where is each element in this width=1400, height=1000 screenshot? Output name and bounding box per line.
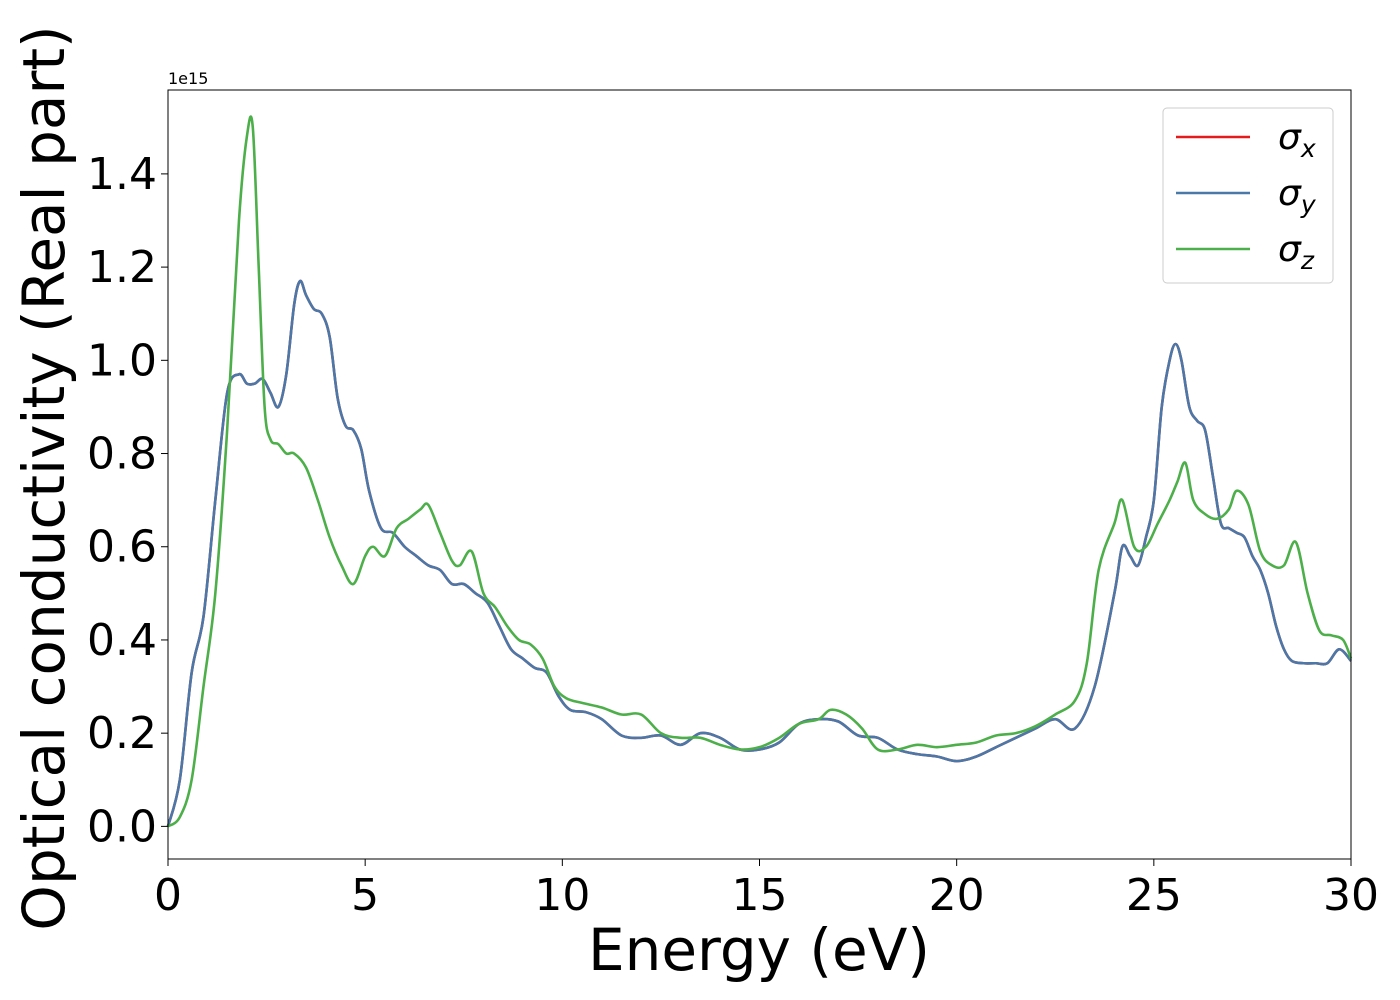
legend-label-x: σx [1278,117,1316,163]
x-tick-label: 25 [1126,870,1182,921]
x-tick-label: 5 [351,870,379,921]
y-tick-label: 1.2 [87,242,157,293]
y-tick-label: 0.6 [87,522,157,573]
legend-label-z: σz [1278,229,1315,275]
legend-label-symbol: σ [1278,229,1302,270]
y-tick-label: 1.0 [87,335,157,386]
series-line-z [167,115,1353,828]
x-tick-label: 0 [154,870,182,921]
x-axis: 0 5 10 15 20 25 30 [154,859,1379,921]
legend-box [1162,107,1334,284]
y-offset-label: 1e15 [168,69,208,88]
x-tick-label: 10 [534,870,590,921]
y-tick-label: 0.8 [87,429,157,480]
y-tick-label: 0.4 [87,615,157,666]
series-line-y [166,279,1352,827]
x-tick-label: 20 [929,870,985,921]
legend-label-subscript: y [1300,190,1317,219]
x-tick-label: 30 [1323,870,1379,921]
x-axis-label: Energy (eV) [588,916,930,984]
y-tick-label: 0.0 [87,801,157,852]
legend-label-symbol: σ [1278,117,1302,158]
y-axis-label: Optical conductivity (Real part) [10,25,78,930]
y-tick-label: 0.2 [87,708,157,759]
legend-label-y: σy [1278,173,1317,219]
legend-label-symbol: σ [1278,173,1302,214]
plot-series-group [166,115,1353,828]
legend-label-subscript: x [1300,134,1316,163]
y-axis: 0.0 0.2 0.4 0.6 0.8 1.0 1.2 1.4 [87,149,168,852]
legend-label-subscript: z [1300,246,1315,275]
x-tick-label: 15 [732,870,788,921]
y-tick-label: 1.4 [87,149,157,200]
